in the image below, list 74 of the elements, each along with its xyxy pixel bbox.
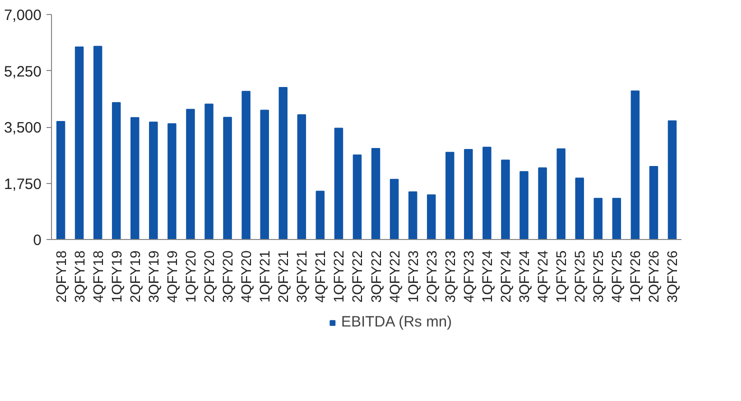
x-tick-label: 3QFY19	[145, 250, 162, 303]
bar	[594, 198, 603, 240]
x-tick-label: 2QFY19	[126, 250, 143, 303]
x-tick-label: 2QFY25	[572, 250, 588, 303]
x-tick-label: 3QFY25	[590, 250, 606, 303]
x-tick-label: 1QFY22	[330, 250, 347, 303]
x-tick-label: 4QFY21	[312, 250, 328, 303]
x-tick-label: 3QFY21	[294, 250, 310, 303]
bar	[482, 146, 492, 240]
bar	[260, 110, 269, 240]
bar	[242, 90, 250, 240]
bar	[93, 46, 102, 240]
x-tick-label: 2QFY24	[497, 250, 514, 303]
y-tick-label: 0	[33, 232, 42, 249]
x-tick-label: 2QFY20	[201, 250, 217, 303]
x-tick-label: 3QFY23	[442, 250, 458, 303]
bar	[223, 116, 232, 240]
x-tick-label: 2QFY18	[52, 250, 69, 303]
x-tick-label: 2QFY22	[349, 250, 366, 303]
bar	[668, 120, 677, 240]
x-tick-label: 4QFY25	[608, 250, 625, 303]
x-tick-label: 1QFY20	[182, 250, 198, 303]
bar	[556, 148, 566, 240]
bar	[501, 160, 510, 240]
bar	[390, 178, 399, 240]
bar	[649, 166, 658, 240]
x-tick-label: 1QFY24	[478, 250, 495, 303]
x-tick-label: 2QFY23	[423, 250, 440, 303]
bar	[112, 102, 121, 240]
bar	[334, 128, 344, 240]
x-tick-label: 1QFY23	[404, 250, 421, 303]
x-tick-label: 3QFY24	[516, 250, 532, 303]
x-tick-label: 4QFY23	[460, 250, 476, 303]
x-tick-label: 1QFY25	[553, 250, 570, 303]
x-tick-label: 4QFY22	[386, 250, 402, 303]
bar	[278, 86, 288, 240]
bar	[204, 104, 214, 240]
bar	[464, 149, 473, 240]
bar	[316, 190, 325, 240]
bar	[612, 198, 622, 240]
y-tick-label: 7,000	[4, 7, 42, 24]
bar	[371, 148, 380, 240]
bar	[186, 108, 195, 240]
bar	[445, 152, 454, 240]
bar	[297, 114, 306, 240]
bar	[520, 171, 528, 240]
x-tick-label: 4QFY19	[164, 250, 180, 303]
bar	[575, 178, 584, 240]
bar	[538, 167, 547, 240]
x-tick-label: 2QFY21	[275, 250, 292, 303]
y-tick-label: 3,500	[4, 120, 42, 136]
x-tick-label: 3QFY26	[664, 250, 680, 303]
bar	[56, 121, 66, 240]
x-tick-label: 2QFY26	[646, 250, 662, 303]
bar	[352, 154, 362, 240]
y-tick-label: 1,750	[4, 176, 42, 193]
x-tick-label: 1QFY26	[627, 250, 644, 303]
x-tick-label: 1QFY21	[256, 250, 273, 303]
legend-label: EBITDA (Rs mn)	[341, 314, 452, 330]
x-tick-label: 4QFY24	[534, 250, 551, 303]
x-tick-label: 4QFY20	[238, 250, 254, 303]
x-tick-label: 4QFY18	[90, 250, 106, 303]
bar	[630, 90, 640, 240]
x-tick-label: 3QFY20	[220, 250, 236, 303]
bar	[149, 122, 158, 240]
bar	[408, 191, 418, 240]
x-tick-label: 1QFY19	[108, 250, 124, 303]
bar	[426, 194, 436, 240]
x-tick-label: 3QFY18	[71, 250, 88, 303]
bar	[168, 123, 176, 240]
x-tick-label: 3QFY22	[368, 250, 384, 303]
y-tick-label: 5,250	[4, 63, 42, 80]
bar	[130, 117, 140, 240]
bar	[74, 46, 84, 240]
